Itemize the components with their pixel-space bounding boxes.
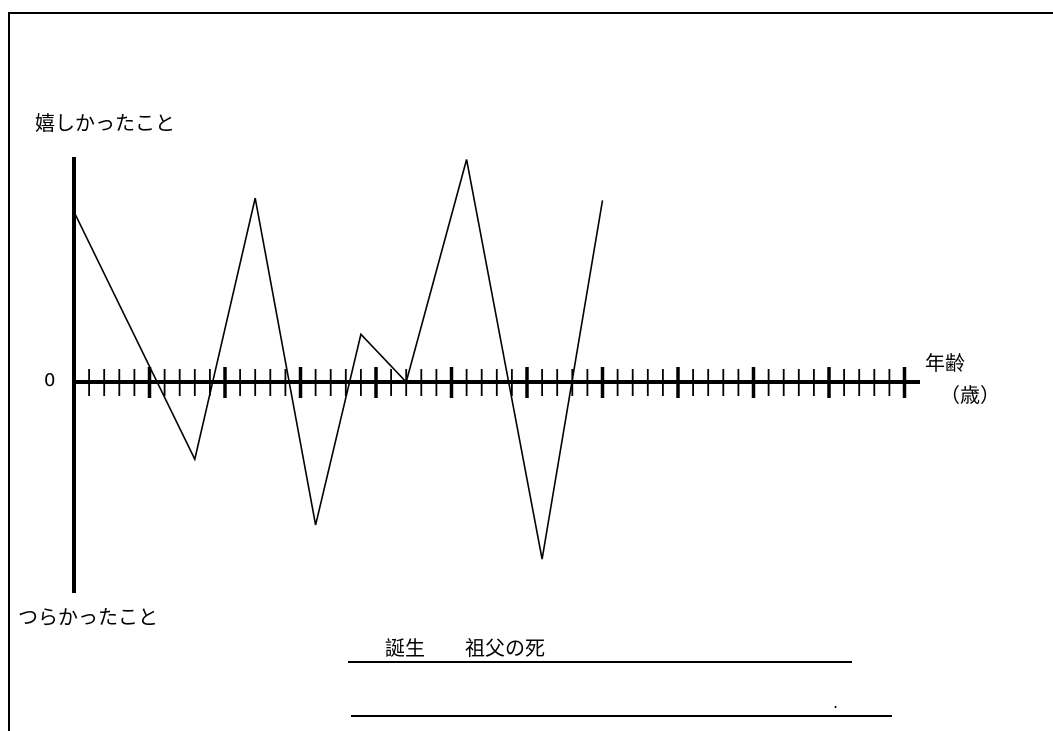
life-curve <box>73 159 604 560</box>
note-line2-text: . <box>833 693 839 712</box>
note-line1-rule <box>348 661 852 663</box>
y-label-top: 嬉しかったこと <box>35 111 175 135</box>
worksheet-frame <box>8 12 1053 731</box>
x-axis-ticks <box>88 367 907 398</box>
note-line1-text: 誕生 祖父の死 <box>385 636 545 660</box>
note-line2-rule <box>351 715 892 717</box>
y-label-bottom: つらかったこと <box>18 605 158 629</box>
zero-label: 0 <box>44 370 56 391</box>
x-label-unit: （歳） <box>940 383 1000 407</box>
x-label-age: 年齢 <box>925 351 965 375</box>
